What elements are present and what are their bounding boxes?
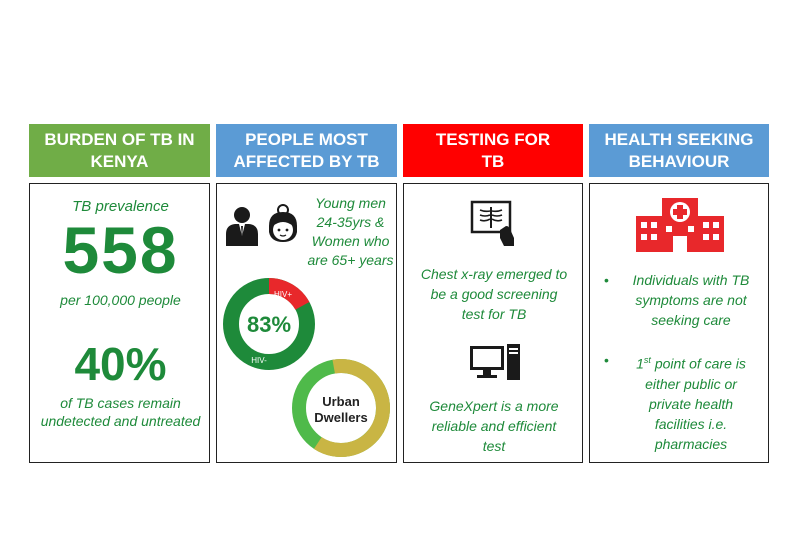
bullet1-line2: symptoms are not <box>635 292 747 308</box>
undetected-text: of TB cases remain undetected and untrea… <box>30 394 211 430</box>
header-testing: TESTING FOR TB <box>403 124 583 177</box>
header-health-line1: HEALTH SEEKING <box>604 129 754 149</box>
header-testing-line2: TB <box>481 151 505 171</box>
header-people: PEOPLE MOST AFFECTED BY TB <box>216 124 397 177</box>
undetected-text-line2: undetected and untreated <box>40 413 201 429</box>
bullet2-line5: pharmacies <box>654 435 728 452</box>
man-icon <box>226 207 258 246</box>
panel-health: • Individuals with TB symptoms are not s… <box>589 183 769 463</box>
genexpert-text-line3: test <box>482 438 506 454</box>
bullet2-line2: either public or <box>645 375 737 392</box>
prevalence-value: 558 <box>62 213 179 287</box>
genexpert-text: GeneXpert is a more reliable and efficie… <box>404 396 584 456</box>
header-burden-line1: BURDEN OF TB IN <box>44 129 195 149</box>
bullet2-sup: st <box>643 355 651 365</box>
header-health-line2: BEHAVIOUR <box>628 151 730 171</box>
header-people-line2: AFFECTED BY TB <box>233 151 380 171</box>
hiv-neg-label: HIV- <box>251 356 267 365</box>
people-text-line2: 24-35yrs & <box>316 214 385 230</box>
people-text-line4: are 65+ years <box>307 252 394 268</box>
hiv-pos-label: HIV+ <box>274 290 292 299</box>
people-text-line1: Young men <box>315 195 386 211</box>
header-testing-line1: TESTING FOR <box>435 129 551 149</box>
header-health: HEALTH SEEKING BEHAVIOUR <box>589 124 769 177</box>
bullet2-line3: private health <box>648 395 734 412</box>
bullet1-line1: Individuals with TB <box>632 272 750 288</box>
xray-text-line2: be a good screening <box>430 286 558 302</box>
genexpert-text-line1: GeneXpert is a more <box>429 398 559 414</box>
computer-icon <box>470 344 520 380</box>
bullet2-rest: point of care is <box>650 355 746 372</box>
urban-label-line1: Urban <box>322 394 360 409</box>
xray-text-line3: test for TB <box>461 306 527 322</box>
woman-icon <box>269 204 297 242</box>
genexpert-text-line2: reliable and efficient <box>431 418 557 434</box>
hospital-icon <box>636 198 724 252</box>
hiv-pos-arc <box>223 278 315 370</box>
panel-testing: Chest x-ray emerged to be a good screeni… <box>403 183 583 463</box>
panel-burden: TB prevalence 558 per 100,000 people 40%… <box>29 183 210 463</box>
bullet1-dot: • <box>604 272 609 288</box>
xray-text-line1: Chest x-ray emerged to <box>420 266 568 282</box>
panel-people: Young men 24-35yrs & Women who are 65+ y… <box>216 183 397 463</box>
urban-donut: Urban Dwellers <box>292 359 390 458</box>
prevalence-unit: per 100,000 people <box>60 292 181 308</box>
bullet2-text: 1st point of care is either public or pr… <box>616 350 766 454</box>
urban-label-line2: Dwellers <box>314 410 367 425</box>
bullet1-line3: seeking care <box>651 312 731 328</box>
header-burden-line2: KENYA <box>90 151 149 171</box>
undetected-text-line1: of TB cases remain <box>60 395 181 411</box>
people-text: Young men 24-35yrs & Women who are 65+ y… <box>303 194 398 270</box>
bullet1-text: Individuals with TB symptoms are not see… <box>616 270 766 330</box>
urban-arc <box>292 359 390 458</box>
bullet2-first: 1 <box>636 355 644 372</box>
header-people-line1: PEOPLE MOST <box>245 129 368 149</box>
hiv-donut: 83% HIV+ HIV- <box>223 278 315 370</box>
bullet2-dot: • <box>604 352 609 368</box>
hiv-center-label: 83% <box>247 312 291 337</box>
prevalence-label: TB prevalence <box>72 198 169 215</box>
undetected-value: 40% <box>74 338 167 390</box>
xray-text: Chest x-ray emerged to be a good screeni… <box>404 264 584 324</box>
bullet2-line1: 1st point of care is <box>616 350 766 374</box>
people-text-line3: Women who <box>311 233 390 249</box>
xray-icon <box>470 200 514 246</box>
bullet2-line4: facilities i.e. <box>654 415 728 432</box>
header-burden: BURDEN OF TB IN KENYA <box>29 124 210 177</box>
